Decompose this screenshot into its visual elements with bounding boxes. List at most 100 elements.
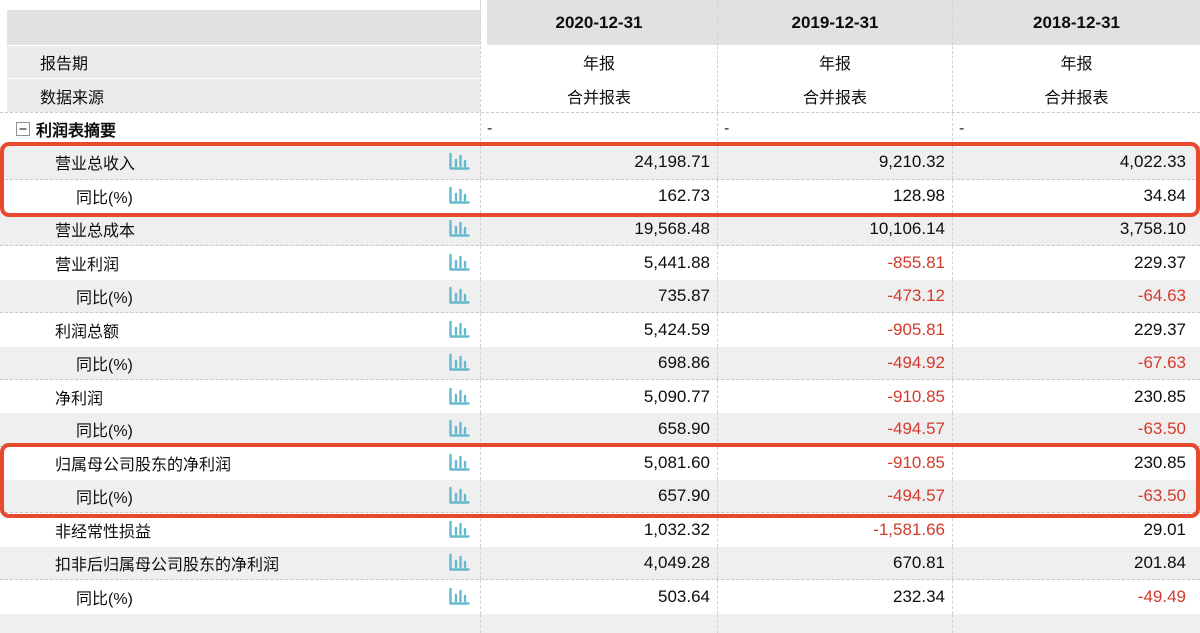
value-cell: -494.92 — [717, 346, 952, 379]
bar-chart-icon[interactable] — [446, 319, 472, 341]
bar-chart-icon[interactable] — [446, 418, 472, 440]
row-label-cell: 报告期 — [0, 46, 480, 79]
value-cell: 24,198.71 — [480, 146, 717, 179]
value-cell: 229.37 — [952, 313, 1200, 347]
table-row[interactable]: 同比(%) 698.86 -494.92 -67.63 — [0, 346, 1200, 380]
row-label: 同比(%) — [76, 190, 133, 208]
row-label-cell: 同比(%) — [0, 580, 480, 613]
value-cell: -910.85 — [717, 446, 952, 481]
table-row[interactable]: 同比(%) 735.87 -473.12 -64.63 — [0, 279, 1200, 314]
value-cell: 698.86 — [480, 346, 717, 379]
value-cell: - — [717, 112, 952, 147]
row-label: 同比(%) — [76, 490, 133, 508]
row-label-cell: 营业总成本 — [0, 213, 480, 245]
table-row[interactable]: 营业总成本 19,568.48 10,106.14 3,758.10 — [0, 212, 1200, 247]
value-cell: 230.85 — [952, 446, 1200, 481]
value-cell: 735.87 — [480, 279, 717, 313]
table-header-row: 2020-12-31 2019-12-31 2018-12-31 — [0, 0, 1200, 46]
table-row[interactable]: 扣非后归属母公司股东的净利润 4,049.28 670.81 201.84 — [0, 546, 1200, 581]
bar-chart-icon[interactable] — [446, 352, 472, 374]
value-cell: -64.63 — [952, 279, 1200, 313]
row-label: 扣非后归属母公司股东的净利润 — [55, 557, 280, 575]
row-label: 同比(%) — [76, 590, 133, 608]
table-row[interactable]: 营业利润 5,441.88 -855.81 229.37 — [0, 246, 1200, 280]
value-cell: -67.63 — [952, 346, 1200, 379]
value-cell: 5,441.88 — [480, 246, 717, 280]
row-label-cell: 同比(%) — [0, 280, 480, 312]
row-label: 报告期 — [40, 56, 89, 74]
row-label-cell: 同比(%) — [0, 413, 480, 445]
value-cell: -473.12 — [717, 279, 952, 313]
bar-chart-icon[interactable] — [446, 252, 472, 274]
bar-chart-icon[interactable] — [446, 386, 472, 408]
header-corner-cell — [0, 0, 480, 45]
section-row[interactable]: 利润表摘要 - - - — [0, 112, 1200, 147]
value-cell: - — [952, 112, 1200, 147]
section-label-cell: 利润表摘要 — [0, 113, 480, 146]
row-label: 净利润 — [55, 390, 104, 408]
bar-chart-icon[interactable] — [446, 485, 472, 507]
value-cell: 合并报表 — [952, 79, 1200, 112]
bar-chart-icon[interactable] — [446, 552, 472, 574]
value-cell: -1,581.66 — [717, 513, 952, 547]
table-row[interactable]: 同比(%) 162.73 128.98 34.84 — [0, 179, 1200, 213]
value-cell: 5,081.60 — [480, 446, 717, 481]
table-row[interactable]: 净利润 5,090.77 -910.85 230.85 — [0, 379, 1200, 414]
row-label-cell: 同比(%) — [0, 347, 480, 379]
value-cell: 128.98 — [717, 179, 952, 213]
value-cell — [952, 613, 1200, 633]
value-cell: 34.84 — [952, 179, 1200, 213]
row-label-cell: 同比(%) — [0, 180, 480, 213]
value-cell — [480, 613, 717, 633]
table-row[interactable]: 营业总收入 24,198.71 9,210.32 4,022.33 — [0, 146, 1200, 180]
bar-chart-icon[interactable] — [446, 452, 472, 474]
table-row[interactable]: 利润总额 5,424.59 -905.81 229.37 — [0, 313, 1200, 347]
table-row: 数据来源 合并报表 合并报表 合并报表 — [0, 79, 1200, 113]
bar-chart-icon[interactable] — [446, 586, 472, 608]
value-cell: -63.50 — [952, 413, 1200, 446]
table-row: 报告期 年报 年报 年报 — [0, 46, 1200, 80]
table-row[interactable]: 同比(%) 657.90 -494.57 -63.50 — [0, 480, 1200, 514]
value-cell: 29.01 — [952, 513, 1200, 547]
row-label-cell: 同比(%) — [0, 480, 480, 512]
value-cell: 4,049.28 — [480, 546, 717, 580]
value-cell: 4,022.33 — [952, 146, 1200, 179]
table-row[interactable]: 归属母公司股东的净利润 5,081.60 -910.85 230.85 — [0, 446, 1200, 481]
value-cell — [717, 613, 952, 633]
value-cell: - — [480, 112, 717, 147]
value-cell: 19,568.48 — [480, 212, 717, 246]
table-row[interactable]: 同比(%) 503.64 232.34 -49.49 — [0, 580, 1200, 614]
row-label-cell: 非经常性损益 — [0, 513, 480, 546]
value-cell: 657.90 — [480, 480, 717, 513]
value-cell: -63.50 — [952, 480, 1200, 513]
value-cell: 162.73 — [480, 179, 717, 213]
value-cell: 5,424.59 — [480, 313, 717, 347]
value-cell: 合并报表 — [480, 79, 717, 112]
value-cell: 年报 — [717, 46, 952, 79]
bar-chart-icon[interactable] — [446, 218, 472, 240]
value-cell: 3,758.10 — [952, 212, 1200, 246]
value-cell: -494.57 — [717, 413, 952, 446]
value-cell: 232.34 — [717, 580, 952, 614]
date-column-header: 2019-12-31 — [717, 0, 952, 45]
row-label-cell: 净利润 — [0, 380, 480, 413]
row-label-cell — [0, 614, 480, 633]
bar-chart-icon[interactable] — [446, 519, 472, 541]
row-label: 非经常性损益 — [55, 524, 152, 542]
bar-chart-icon[interactable] — [446, 185, 472, 207]
table-row[interactable]: 非经常性损益 1,032.32 -1,581.66 29.01 — [0, 513, 1200, 547]
bar-chart-icon[interactable] — [446, 285, 472, 307]
section-title: 利润表摘要 — [36, 123, 117, 141]
value-cell: -494.57 — [717, 480, 952, 513]
row-label-cell: 扣非后归属母公司股东的净利润 — [0, 547, 480, 579]
date-column-header: 2018-12-31 — [952, 0, 1200, 45]
value-cell: 9,210.32 — [717, 146, 952, 179]
row-label: 归属母公司股东的净利润 — [55, 457, 232, 475]
bar-chart-icon[interactable] — [446, 151, 472, 173]
collapse-minus-icon[interactable] — [16, 122, 30, 137]
table-row[interactable]: 同比(%) 658.90 -494.57 -63.50 — [0, 413, 1200, 447]
value-cell: 年报 — [480, 46, 717, 79]
table-row-partial — [0, 613, 1200, 633]
row-label: 同比(%) — [76, 356, 133, 374]
